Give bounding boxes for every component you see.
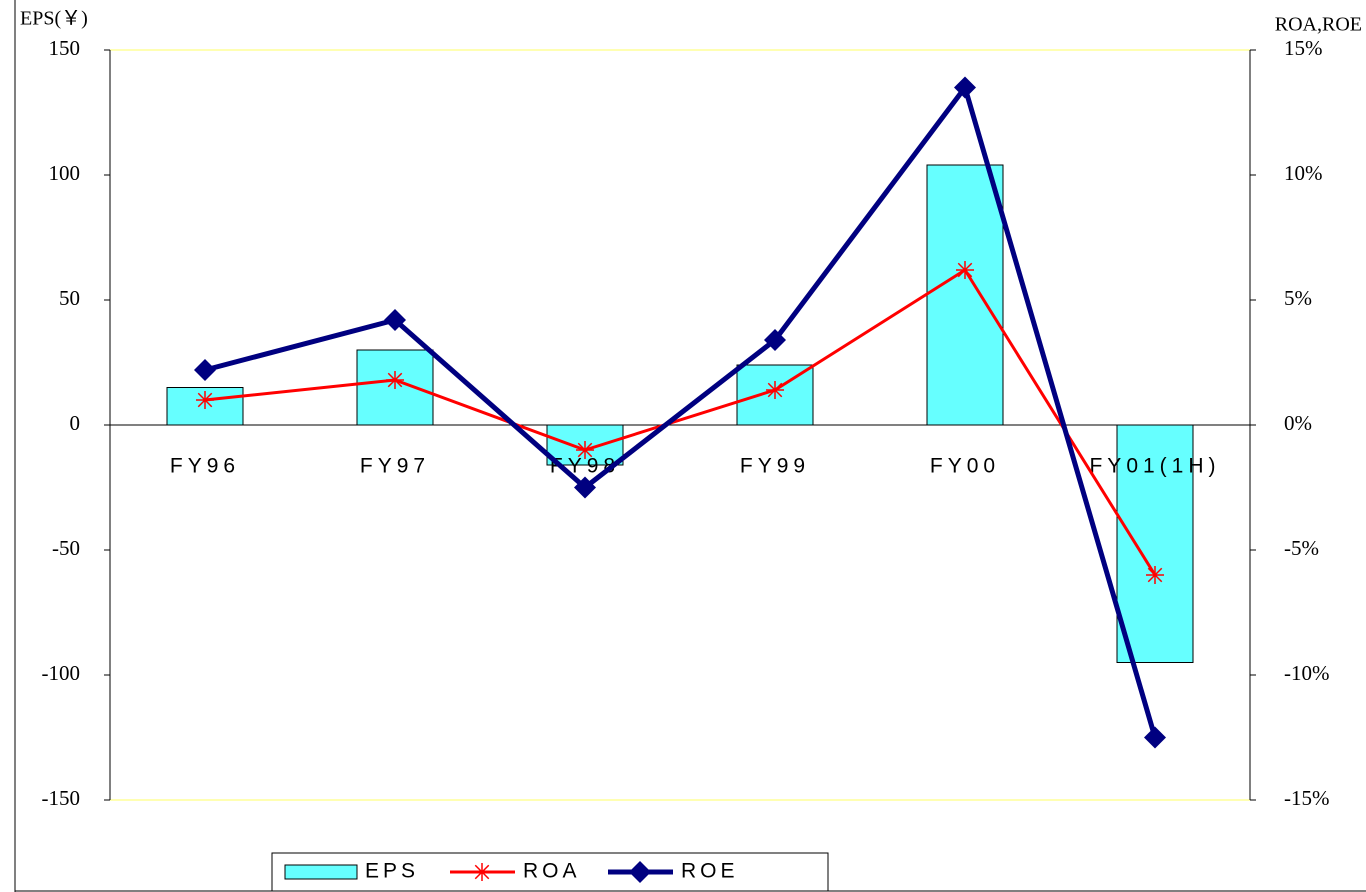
y2-axis-title: ROA,ROE: [1275, 14, 1362, 36]
y2-tick-label: -10%: [1284, 661, 1330, 685]
legend-marker: [473, 863, 491, 881]
legend-label: ROE: [681, 860, 739, 883]
x-tick-label: FY01(1H): [1089, 455, 1220, 478]
line: [204, 85, 1158, 739]
y-tick-label: -100: [42, 661, 81, 685]
point: [384, 309, 406, 331]
y2-tick-label: 10%: [1284, 161, 1323, 185]
legend-marker: [629, 861, 651, 883]
point: [1144, 726, 1166, 749]
y2-tick-label: -5%: [1284, 536, 1319, 560]
legend-label: EPS: [365, 860, 419, 883]
legend-box: [271, 852, 829, 892]
y-tick-label: 50: [59, 286, 80, 310]
y2-tick-label: 5%: [1284, 286, 1312, 310]
point: [1146, 566, 1164, 584]
x-tick-label: FY97: [360, 455, 430, 478]
line: [204, 268, 1157, 576]
point: [194, 359, 216, 381]
bar: [926, 164, 1004, 426]
legend-swatch: [284, 864, 358, 880]
point: [576, 441, 594, 459]
legend-label: ROA: [523, 860, 581, 883]
y-tick-label: 0: [70, 411, 81, 435]
point: [764, 329, 786, 351]
x-tick-label: FY96: [170, 455, 240, 478]
point: [954, 76, 976, 99]
point: [574, 476, 596, 499]
y-tick-label: 100: [49, 161, 81, 185]
bar: [1116, 424, 1194, 663]
y-tick-label: -150: [42, 786, 81, 810]
point: [956, 261, 974, 279]
y-axis-title: EPS(￥): [20, 8, 88, 30]
point: [196, 391, 214, 409]
y2-tick-label: 0%: [1284, 411, 1312, 435]
y-tick-label: 150: [49, 36, 81, 60]
x-tick-label: FY99: [740, 455, 810, 478]
y2-tick-label: 15%: [1284, 36, 1323, 60]
point: [766, 381, 784, 399]
x-tick-label: FY00: [930, 455, 1000, 478]
y2-tick-label: -15%: [1284, 786, 1330, 810]
y-tick-label: -50: [52, 536, 80, 560]
point: [386, 371, 404, 389]
